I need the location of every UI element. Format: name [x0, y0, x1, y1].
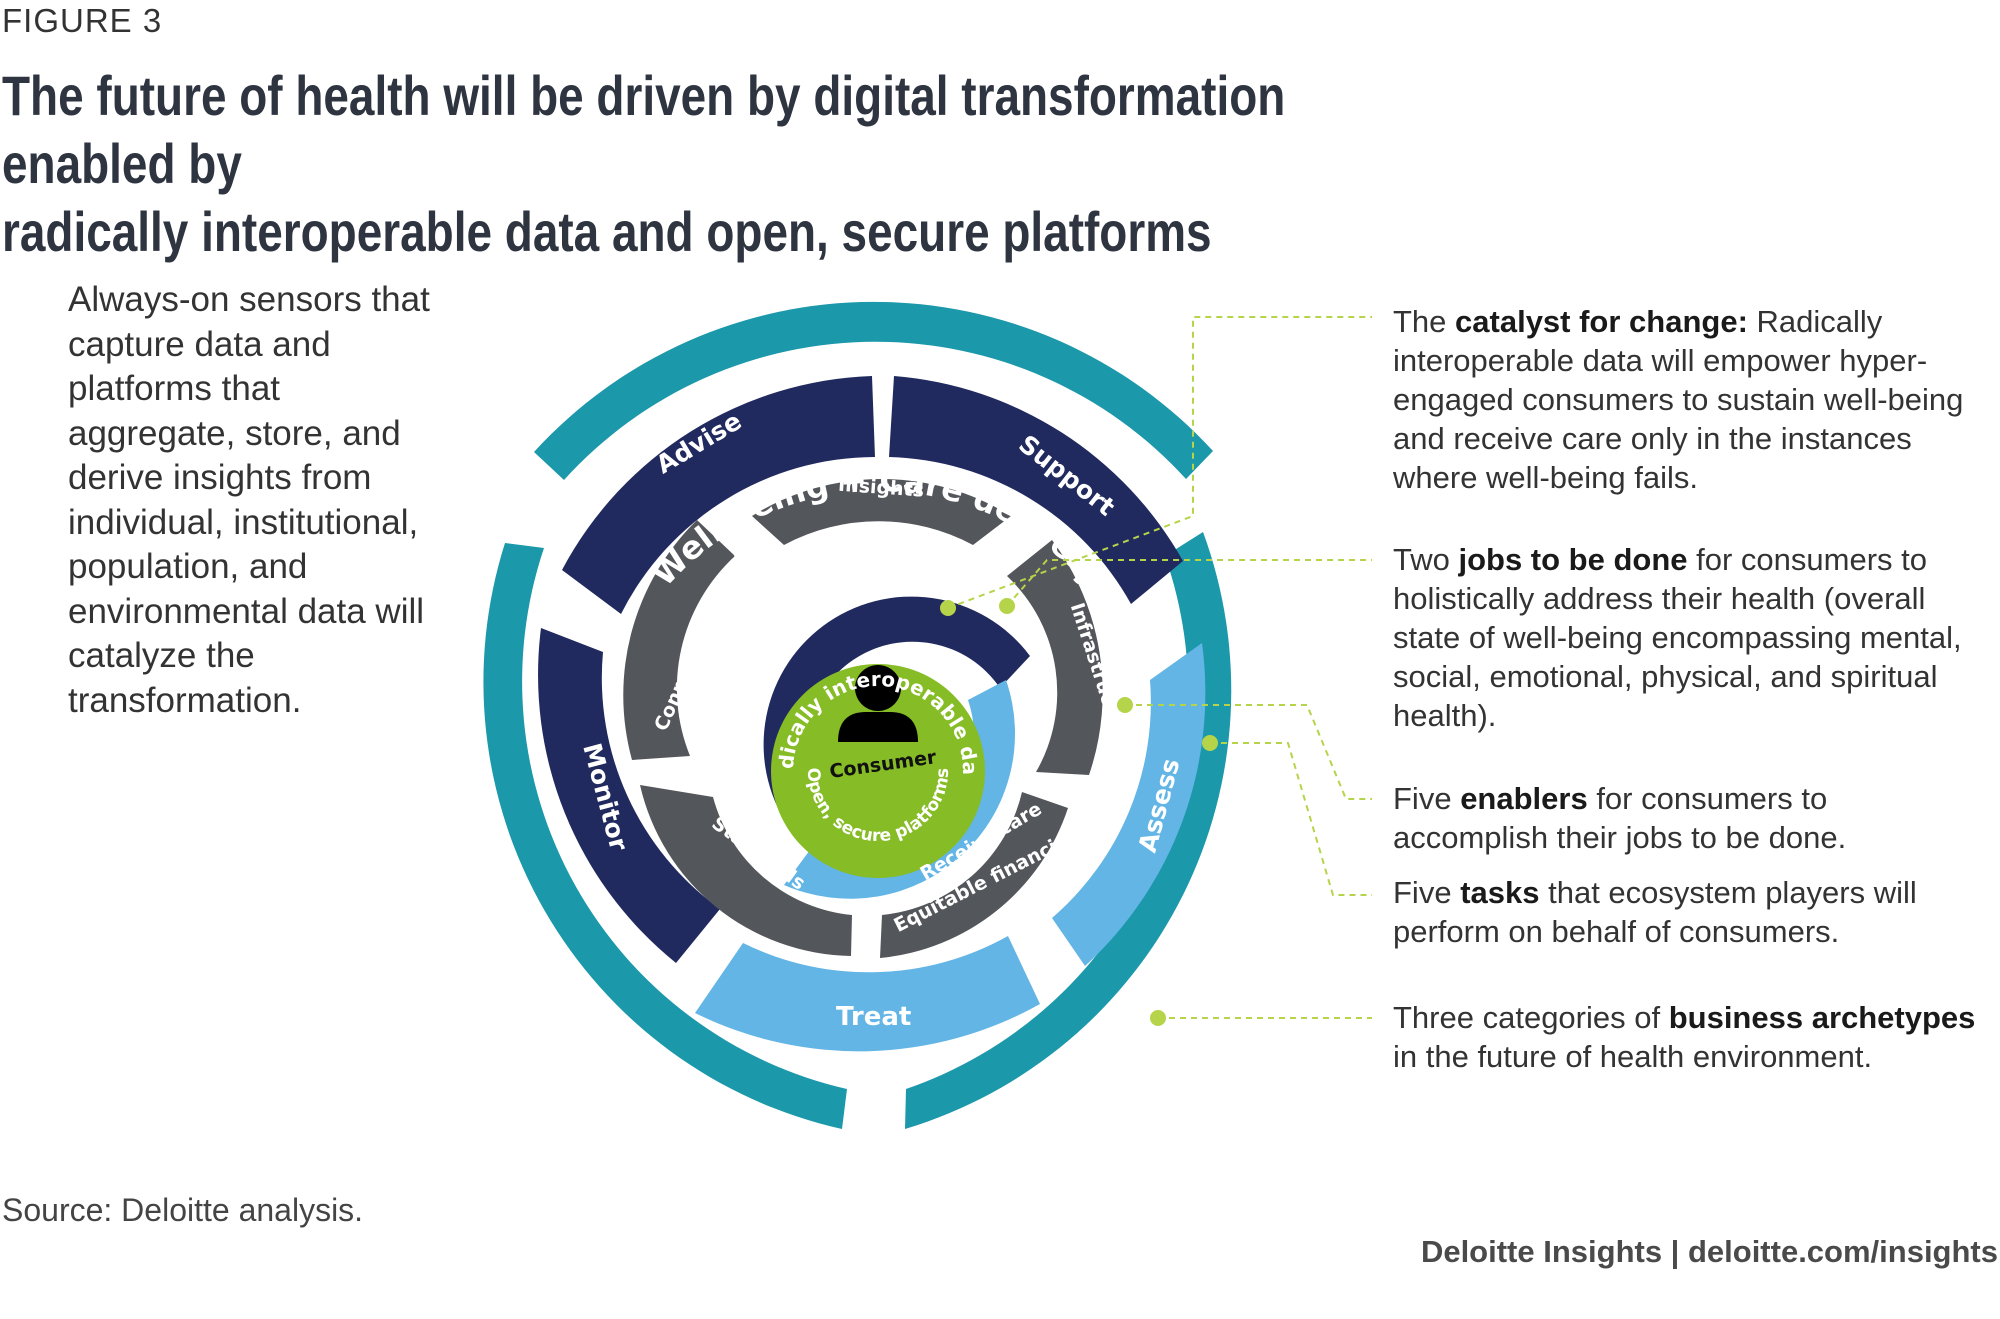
- credit-link[interactable]: Deloitte Insights | deloitte.com/insight…: [1420, 1234, 1998, 1269]
- source-note: Source: Deloitte analysis.: [2, 1192, 364, 1228]
- sustain-well-being-segment: [763, 596, 1030, 833]
- consumer-icon: [838, 665, 918, 742]
- receive-care-segment: [784, 680, 1016, 899]
- dot-enablers: [1117, 697, 1133, 713]
- title-line-1: The future of health will be driven by d…: [2, 64, 1286, 195]
- infrastructure-segment: [1007, 540, 1103, 775]
- treat-segment: [695, 936, 1040, 1052]
- connected-data-sets-segment: [623, 520, 735, 760]
- figure-label: FIGURE 3: [2, 2, 163, 39]
- assess-segment: [1052, 643, 1206, 966]
- leader-catalyst: [947, 316, 1372, 609]
- dot-jobs: [999, 598, 1015, 614]
- equitable-financing-segment: [880, 792, 1068, 958]
- callout-tasks: Five tasks that ecosystem players will p…: [1393, 875, 1917, 949]
- insights-segment: [752, 478, 1011, 545]
- well-being-care-delivery-segment: [534, 301, 1213, 480]
- leader-jobs: [1006, 559, 1372, 607]
- callout-jobs: Two jobs to be done for consumers to hol…: [1393, 542, 1962, 733]
- label-data-platforms: Data + Platforms: [0, 0, 617, 1053]
- callout-enablers: Five enablers for consumers to accomplis…: [1393, 781, 1847, 855]
- callout-archetypes: Three categories of business archetypes …: [1393, 1000, 1976, 1074]
- dot-archetypes: [1150, 1010, 1166, 1026]
- jobs-ring: [763, 596, 1030, 899]
- data-platforms-segment: [483, 543, 847, 1129]
- advise-segment: [562, 376, 875, 614]
- left-description: Always-on sensors that capture data and …: [68, 280, 430, 720]
- leader-enablers: [1125, 704, 1372, 800]
- dot-tasks: [1202, 735, 1218, 751]
- callout-catalyst: The catalyst for change: Radically inter…: [1393, 304, 1964, 495]
- title-line-2: radically interoperable data and open, s…: [2, 200, 1212, 263]
- leader-lines: [947, 316, 1372, 1019]
- leader-dots: [940, 598, 1218, 1026]
- monitor-segment: [538, 628, 720, 963]
- label-treat: Treat: [836, 1002, 911, 1032]
- core-circle: [771, 664, 985, 878]
- standards-segment: [640, 785, 852, 956]
- dot-catalyst: [940, 600, 956, 616]
- page-title: The future of health will be driven by d…: [2, 62, 1462, 266]
- support-segment: [889, 376, 1183, 604]
- leader-tasks: [1210, 742, 1372, 896]
- tasks-ring: [538, 376, 1206, 1052]
- enablers-ring: [623, 478, 1103, 958]
